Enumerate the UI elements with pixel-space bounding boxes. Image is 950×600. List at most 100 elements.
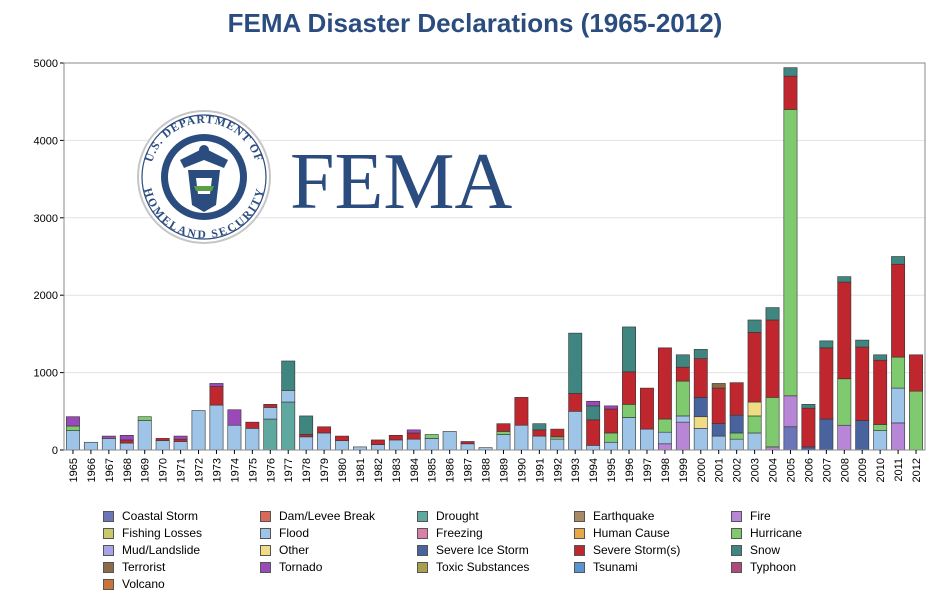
x-tick-label: 1971 (176, 458, 188, 482)
x-tick-label: 2001 (714, 458, 726, 482)
bar-segment (532, 429, 547, 437)
bar-segment (209, 383, 224, 387)
legend-swatch (417, 544, 428, 556)
bar-segment (711, 387, 726, 424)
bar-segment (209, 386, 224, 406)
legend-item: Fire (728, 508, 885, 524)
bar-segment (263, 418, 278, 451)
bar-segment (66, 416, 80, 427)
legend-swatch (731, 510, 742, 522)
bar-segment (765, 397, 780, 448)
bar-segment (119, 434, 134, 441)
legend-label: Toxic Substances (436, 560, 530, 574)
legend-swatch (417, 527, 428, 539)
bar-segment (909, 354, 923, 392)
chart-title: FEMA Disaster Declarations (1965-2012) (227, 8, 723, 38)
bar-segment (137, 416, 152, 421)
legend-swatch (574, 561, 585, 573)
bar-segment (191, 410, 206, 451)
bar-segment (137, 420, 152, 451)
x-tick-label: 1986 (445, 458, 457, 482)
legend-item: Snow (728, 542, 885, 558)
bar-segment (568, 332, 583, 394)
bar-segment (837, 276, 852, 283)
legend-label: Snow (750, 543, 781, 557)
x-tick-label: 2010 (875, 458, 887, 482)
bar-segment (406, 438, 421, 451)
legend-label: Severe Ice Storm (436, 543, 529, 557)
bar-segment (586, 419, 601, 446)
x-tick-label: 2007 (821, 458, 833, 482)
bar-segment (568, 393, 583, 412)
legend-item: Hurricane (728, 525, 885, 541)
bar-segment (173, 438, 188, 442)
y-tick-label: 1000 (34, 368, 58, 380)
legend-label: Tsunami (593, 560, 638, 574)
bar-segment (747, 415, 762, 434)
bar-segment (335, 440, 349, 451)
x-tick-label: 1990 (516, 458, 528, 482)
bar-segment (711, 383, 726, 389)
bar-segment (532, 423, 547, 431)
bar-segment (496, 434, 511, 451)
bar-segment (657, 418, 672, 433)
x-tick-label: 1998 (660, 458, 672, 482)
legend-label: Terrorist (122, 560, 166, 574)
bar-segment (711, 435, 726, 451)
bar-segment (765, 319, 780, 398)
bar-segment (675, 421, 690, 451)
legend-label: Flood (279, 526, 310, 540)
bar-segment (783, 426, 798, 451)
bar-segment (657, 431, 672, 445)
bars (66, 67, 923, 451)
bar-segment (227, 409, 242, 426)
bar-segment (514, 397, 529, 426)
bar-segment (693, 349, 708, 359)
bar-segment (657, 347, 672, 420)
legend-swatch (417, 510, 428, 522)
bar-segment (675, 354, 690, 368)
legend-swatch (731, 544, 742, 556)
bar-segment (604, 441, 619, 451)
x-tick-label: 2005 (785, 458, 797, 482)
bar-segment (66, 425, 80, 431)
x-tick-label: 2004 (768, 458, 780, 482)
y-tick-label: 2000 (34, 290, 58, 302)
bar-segment (155, 438, 170, 442)
bar-segment (819, 347, 834, 420)
bar-segment (783, 75, 798, 110)
bar-segment (227, 424, 242, 451)
bar-segment (819, 418, 834, 451)
bar-segment (173, 435, 188, 440)
bar-segment (101, 438, 116, 451)
bar-segment (281, 401, 296, 451)
x-tick-label: 1973 (211, 458, 223, 482)
bar-segment (729, 414, 744, 434)
bar-segment (747, 432, 762, 451)
legend-item: Terrorist (100, 559, 257, 575)
bar-segment (317, 426, 332, 434)
bar-segment (729, 382, 744, 416)
legend-item: Toxic Substances (414, 559, 571, 575)
bar-segment (837, 424, 852, 451)
x-tick-label: 1984 (409, 458, 421, 482)
bar-segment (693, 428, 708, 451)
x-tick-label: 1976 (265, 458, 277, 482)
x-tick-label: 1993 (570, 458, 582, 482)
x-tick-label: 1997 (642, 458, 654, 482)
legend-label: Fire (750, 509, 771, 523)
x-tick-label: 1970 (158, 458, 170, 482)
bar-segment (424, 438, 439, 451)
bar-segment (406, 429, 421, 434)
bar-segment (568, 410, 583, 451)
legend-label: Typhoon (750, 560, 797, 574)
x-tick-label: 1972 (194, 458, 206, 482)
legend-label: Hurricane (750, 526, 803, 540)
bar-segment (891, 263, 906, 358)
bar-segment (370, 439, 385, 445)
x-tick-label: 1991 (534, 458, 546, 482)
bar-segment (622, 371, 636, 405)
bar-segment (693, 397, 708, 418)
bar-segment (119, 439, 134, 444)
legend-label: Freezing (436, 526, 483, 540)
